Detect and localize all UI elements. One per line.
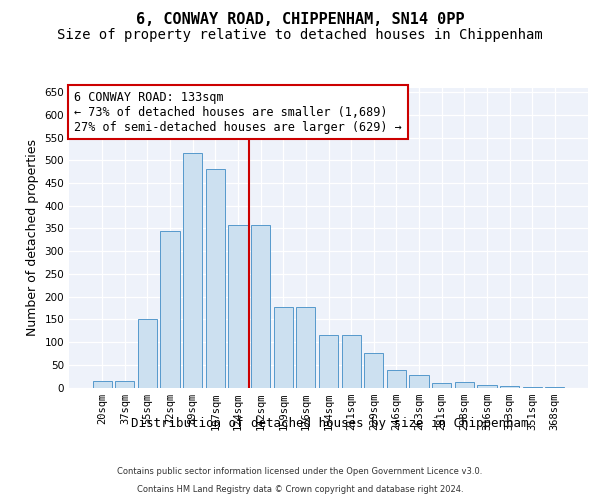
- Bar: [500, 386, 519, 388]
- Bar: [115, 380, 134, 388]
- Bar: [183, 154, 202, 388]
- Text: Contains public sector information licensed under the Open Government Licence v3: Contains public sector information licen…: [118, 467, 482, 476]
- Bar: [432, 383, 451, 388]
- Bar: [545, 386, 565, 388]
- Bar: [477, 385, 497, 388]
- Text: 6, CONWAY ROAD, CHIPPENHAM, SN14 0PP: 6, CONWAY ROAD, CHIPPENHAM, SN14 0PP: [136, 12, 464, 28]
- Bar: [341, 335, 361, 388]
- Bar: [206, 170, 225, 388]
- Bar: [523, 386, 542, 388]
- Bar: [409, 375, 428, 388]
- Bar: [319, 335, 338, 388]
- Text: Distribution of detached houses by size in Chippenham: Distribution of detached houses by size …: [131, 418, 529, 430]
- Y-axis label: Number of detached properties: Number of detached properties: [26, 139, 39, 336]
- Bar: [251, 225, 270, 388]
- Bar: [296, 306, 316, 388]
- Text: Contains HM Land Registry data © Crown copyright and database right 2024.: Contains HM Land Registry data © Crown c…: [137, 484, 463, 494]
- Bar: [92, 380, 112, 388]
- Text: Size of property relative to detached houses in Chippenham: Size of property relative to detached ho…: [57, 28, 543, 42]
- Bar: [138, 320, 157, 388]
- Bar: [160, 230, 180, 388]
- Bar: [455, 382, 474, 388]
- Bar: [274, 306, 293, 388]
- Bar: [364, 354, 383, 388]
- Bar: [387, 370, 406, 388]
- Text: 6 CONWAY ROAD: 133sqm
← 73% of detached houses are smaller (1,689)
27% of semi-d: 6 CONWAY ROAD: 133sqm ← 73% of detached …: [74, 90, 402, 134]
- Bar: [229, 225, 248, 388]
